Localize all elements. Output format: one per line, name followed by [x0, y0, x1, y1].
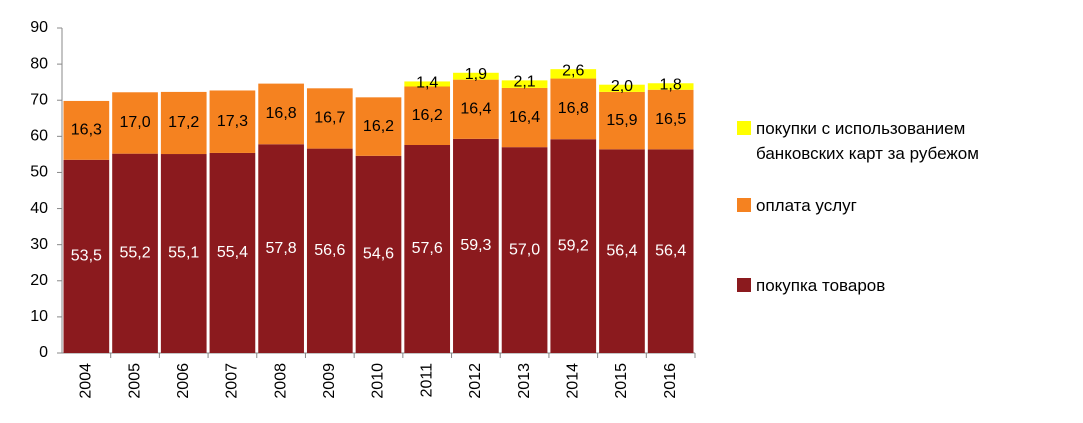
value-label: 57,0 — [509, 241, 540, 258]
y-tick-label: 30 — [30, 236, 48, 253]
x-tick-label: 2015 — [613, 363, 630, 399]
value-label: 2,0 — [611, 78, 633, 95]
y-tick-label: 10 — [30, 308, 48, 325]
x-tick-label: 2004 — [78, 363, 95, 399]
bar-segment — [306, 148, 353, 353]
value-label: 56,6 — [314, 242, 345, 259]
bar-segment — [160, 154, 207, 353]
bar-segment — [209, 152, 256, 353]
x-tick-label: 2012 — [467, 363, 484, 399]
value-label: 56,4 — [606, 242, 637, 259]
bar-segment — [550, 78, 597, 140]
bar-segment — [453, 72, 499, 80]
legend-swatch — [737, 198, 751, 212]
bar-segment — [63, 159, 110, 353]
legend-label: покупка товаров — [756, 276, 886, 295]
value-label: 55,4 — [217, 244, 248, 261]
value-label: 16,2 — [412, 107, 443, 124]
value-label: 1,8 — [660, 76, 682, 93]
y-tick-label: 60 — [30, 128, 48, 145]
x-tick-label: 2010 — [370, 363, 387, 399]
bar-segment — [647, 83, 694, 90]
x-tick-label: 2016 — [662, 363, 679, 399]
value-label: 17,2 — [168, 114, 199, 131]
x-tick-label: 2011 — [418, 363, 435, 398]
value-label: 16,4 — [509, 109, 540, 126]
bar-segment — [112, 153, 158, 353]
x-tick-label: 2008 — [272, 363, 289, 399]
value-label: 17,0 — [119, 114, 150, 131]
legend-swatch — [737, 278, 751, 292]
bar-segment — [112, 92, 158, 154]
y-tick-label: 50 — [30, 164, 48, 181]
value-label: 16,7 — [314, 110, 345, 127]
value-label: 16,4 — [460, 100, 491, 117]
y-tick-label: 40 — [30, 200, 48, 217]
value-label: 54,6 — [363, 246, 394, 263]
legend-label: покупки с использованием банковских карт… — [756, 119, 979, 163]
bar-segment — [453, 79, 499, 139]
bar-segment — [599, 149, 645, 353]
bar-segment — [404, 145, 451, 353]
bar-segment — [404, 86, 451, 145]
bar-segment — [647, 89, 694, 150]
legend-item: покупки с использованием банковских карт… — [737, 116, 1077, 166]
y-tick-label: 20 — [30, 272, 48, 289]
bar-segment — [306, 88, 353, 149]
bar-segment — [160, 91, 207, 155]
y-tick-label: 80 — [30, 55, 48, 72]
value-label: 56,4 — [655, 242, 686, 259]
x-tick-label: 2006 — [175, 363, 192, 399]
y-tick-label: 0 — [39, 344, 48, 361]
x-tick-label: 2009 — [321, 363, 338, 399]
bar-segment — [599, 84, 645, 92]
bar-segment — [501, 87, 548, 148]
value-label: 55,2 — [119, 245, 150, 262]
x-tick-label: 2007 — [224, 363, 241, 399]
value-label: 15,9 — [606, 112, 637, 129]
value-label: 2,6 — [562, 62, 584, 79]
legend-swatch — [737, 121, 751, 135]
value-label: 16,3 — [71, 122, 102, 139]
legend-item: оплата услуг — [737, 193, 1077, 218]
value-label: 16,8 — [266, 105, 297, 122]
bar-segment — [258, 144, 304, 353]
value-label: 59,2 — [558, 237, 589, 254]
value-label: 16,8 — [558, 100, 589, 117]
bar-segment — [501, 80, 548, 88]
legend-item: покупка товаров — [737, 273, 1077, 298]
bar-segment — [355, 97, 402, 156]
bar-segment — [355, 155, 402, 353]
value-label: 1,9 — [465, 66, 487, 83]
bar-segment — [599, 91, 645, 150]
value-label: 17,3 — [217, 113, 248, 130]
bar-segment — [404, 81, 451, 87]
y-tick-label: 90 — [30, 19, 48, 36]
bar-segment — [501, 147, 548, 353]
bar-segment — [258, 83, 304, 145]
legend-label: оплата услуг — [756, 196, 857, 215]
value-label: 55,1 — [168, 245, 199, 262]
bar-segment — [550, 69, 597, 79]
bar-segment — [63, 100, 110, 160]
value-label: 53,5 — [71, 248, 102, 265]
bar-segment — [550, 139, 597, 353]
value-label: 1,4 — [416, 75, 438, 92]
value-label: 59,3 — [460, 237, 491, 254]
value-label: 16,2 — [363, 118, 394, 135]
bar-segment — [647, 149, 694, 353]
value-label: 2,1 — [513, 74, 535, 91]
bar-segment — [453, 138, 499, 353]
x-tick-label: 2005 — [126, 363, 143, 399]
x-tick-label: 2014 — [564, 363, 581, 399]
x-tick-label: 2013 — [516, 363, 533, 399]
bar-segment — [209, 90, 256, 153]
value-label: 57,8 — [266, 240, 297, 257]
value-label: 57,6 — [412, 240, 443, 257]
y-tick-label: 70 — [30, 91, 48, 108]
value-label: 16,5 — [655, 111, 686, 128]
